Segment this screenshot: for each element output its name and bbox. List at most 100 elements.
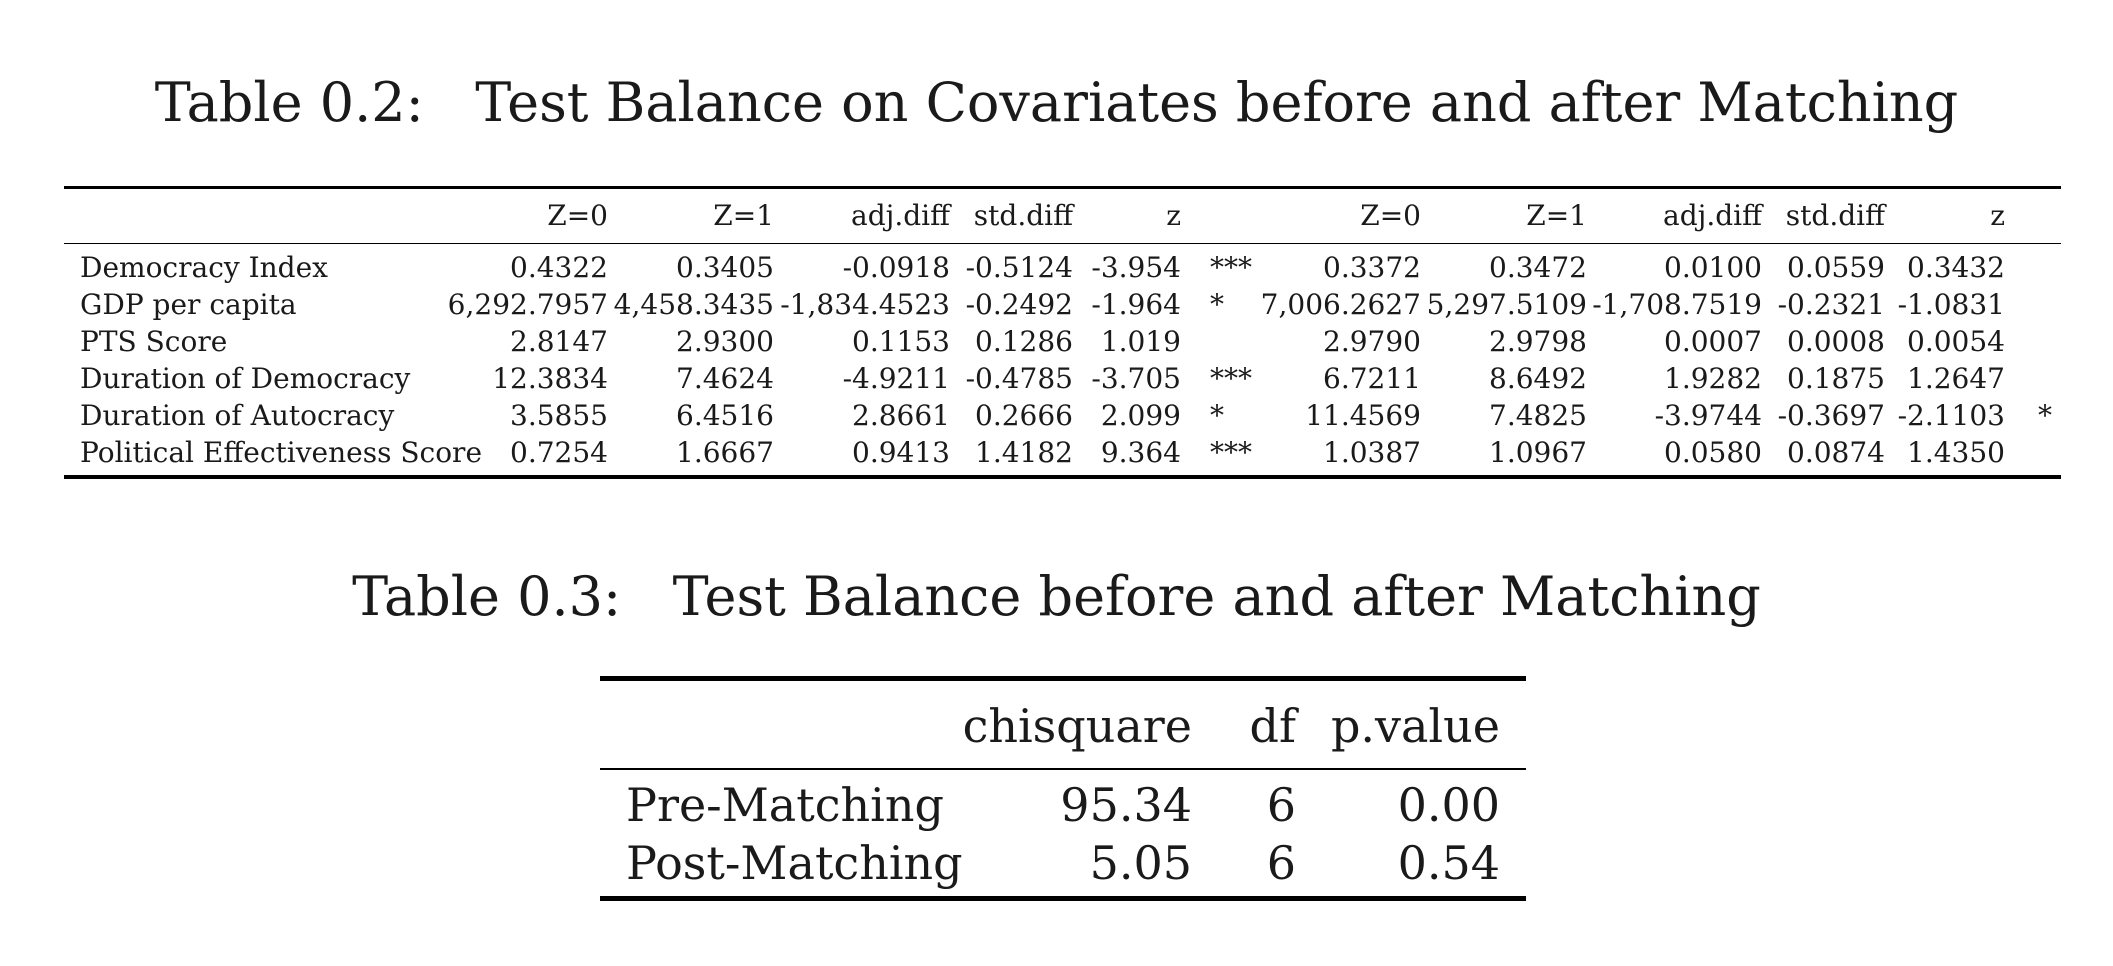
table-caption: Table 0.3: Test Balance before and after… (352, 565, 1761, 628)
table-cell: -0.5124 (965, 251, 1073, 284)
table-cell: 0.0100 (1664, 251, 1762, 284)
table-row: Democracy Index 0.4322 0.3405 -0.0918 -0.512… (64, 249, 2061, 286)
column-header: Z=0 (1360, 199, 1421, 232)
table-row: Political Effectiveness Score 0.7254 1.666… (64, 434, 2061, 471)
table-cell: 1.6667 (676, 436, 774, 469)
table-cell: 0.0007 (1664, 325, 1762, 358)
significance-stars: *** (1210, 362, 1252, 395)
column-header: df (1249, 699, 1296, 753)
table-cell: 6.7211 (1323, 362, 1421, 395)
table-row: Duration of Democracy 12.3834 7.4624 -4.921… (64, 360, 2061, 397)
table-cell: 0.0008 (1787, 325, 1885, 358)
table-cell: -0.0918 (842, 251, 950, 284)
significance-stars: *** (1210, 251, 1252, 284)
table-cell: 0.9413 (852, 436, 950, 469)
table-cell: -2.1103 (1897, 399, 2005, 432)
row-label: Post-Matching (626, 836, 963, 890)
table-header-row: Z=0 Z=1 adj.diff std.diff z Z=0 Z=1 adj.diff std… (64, 189, 2061, 244)
table-cell: 2.099 (1100, 399, 1181, 432)
table-cell: -3.954 (1091, 251, 1181, 284)
table-cell: -0.4785 (965, 362, 1073, 395)
table-cell: 0.3432 (1907, 251, 2005, 284)
table-cell: 0.3372 (1323, 251, 1421, 284)
table-row: PTS Score 2.8147 2.9300 0.1153 0.1286 1.019 2.… (64, 323, 2061, 360)
column-header: std.diff (1785, 199, 1885, 232)
table-cell: -3.705 (1091, 362, 1181, 395)
table-cell: 95.34 (1060, 778, 1192, 832)
table-cell: -0.2321 (1777, 288, 1885, 321)
row-label: GDP per capita (80, 288, 297, 321)
table-cell: 1.0967 (1489, 436, 1587, 469)
table-row: GDP per capita 6,292.7957 4,458.3435 -1,834… (64, 286, 2061, 323)
table-cell: 12.3834 (492, 362, 608, 395)
row-label: Duration of Autocracy (80, 399, 395, 432)
table-cell: 0.00 (1397, 778, 1500, 832)
table-cell: 1.9282 (1664, 362, 1762, 395)
column-header: p.value (1330, 699, 1500, 753)
table-cell: 7.4825 (1489, 399, 1587, 432)
table-cell: 11.4569 (1305, 399, 1421, 432)
table-cell: 6,292.7957 (447, 288, 608, 321)
significance-stars: * (1210, 288, 1224, 321)
column-header: chisquare (962, 699, 1192, 753)
table-cell: 0.3405 (676, 251, 774, 284)
table-body: Democracy Index 0.4322 0.3405 -0.0918 -0.512… (64, 244, 2061, 475)
row-label: PTS Score (80, 325, 228, 358)
overall-balance-table: chisquare df p.value Pre-Matching 95.34 6 0.0… (600, 676, 1526, 901)
table-cell: 0.0559 (1787, 251, 1885, 284)
significance-stars: * (2038, 399, 2052, 432)
table-cell: 2.9790 (1323, 325, 1421, 358)
table-cell: 7.4624 (676, 362, 774, 395)
table-cell: 5.05 (1089, 836, 1192, 890)
table-cell: 3.5855 (510, 399, 608, 432)
table-body: Pre-Matching 95.34 6 0.00 Post-Matching 5.05 6… (600, 770, 1526, 896)
table-cell: -0.2492 (965, 288, 1073, 321)
table-caption: Table 0.2: Test Balance on Covariates be… (154, 71, 1959, 134)
table-cell: 0.4322 (510, 251, 608, 284)
table-cell: 1.4182 (975, 436, 1073, 469)
column-header: Z=1 (713, 199, 774, 232)
table-cell: 6 (1266, 836, 1296, 890)
column-header: z (1166, 199, 1181, 232)
table-cell: -1.964 (1091, 288, 1181, 321)
table-cell: 0.1875 (1787, 362, 1885, 395)
table-cell: 2.8147 (510, 325, 608, 358)
table-cell: 2.9798 (1489, 325, 1587, 358)
table-cell: -0.3697 (1777, 399, 1885, 432)
table-cell: 1.2647 (1907, 362, 2005, 395)
table-cell: 0.3472 (1489, 251, 1587, 284)
table-cell: -3.9744 (1654, 399, 1762, 432)
row-label: Political Effectiveness Score (80, 436, 483, 469)
table-cell: 0.54 (1397, 836, 1500, 890)
table-cell: 6.4516 (676, 399, 774, 432)
table-cell: 6 (1266, 778, 1296, 832)
column-header: adj.diff (1663, 199, 1762, 232)
table-cell: 0.7254 (510, 436, 608, 469)
table-row: Pre-Matching 95.34 6 0.00 (600, 776, 1526, 834)
significance-stars: * (1210, 399, 1224, 432)
table-cell: 0.0054 (1907, 325, 2005, 358)
column-header: adj.diff (851, 199, 950, 232)
column-header: Z=1 (1526, 199, 1587, 232)
table-cell: 7,006.2627 (1260, 288, 1421, 321)
table-cell: 9.364 (1100, 436, 1181, 469)
table-cell: 1.019 (1100, 325, 1181, 358)
table-cell: 5,297.5109 (1426, 288, 1587, 321)
column-header: z (1990, 199, 2005, 232)
table-cell: 1.0387 (1323, 436, 1421, 469)
table-cell: 0.2666 (975, 399, 1073, 432)
table-cell: 8.6492 (1489, 362, 1587, 395)
table-cell: 0.1286 (975, 325, 1073, 358)
row-label: Democracy Index (80, 251, 328, 284)
table-row: Duration of Autocracy 3.5855 6.4516 2.8661 0… (64, 397, 2061, 434)
column-header: std.diff (973, 199, 1073, 232)
table-cell: 4,458.3435 (613, 288, 774, 321)
row-label: Duration of Democracy (80, 362, 411, 395)
table-cell: -1,708.7519 (1592, 288, 1762, 321)
table-cell: 2.8661 (852, 399, 950, 432)
table-row: Post-Matching 5.05 6 0.54 (600, 834, 1526, 892)
table-cell: 1.4350 (1907, 436, 2005, 469)
table-header-row: chisquare df p.value (600, 681, 1526, 770)
covariate-balance-table: Z=0 Z=1 adj.diff std.diff z Z=0 Z=1 adj.diff std… (64, 186, 2061, 479)
table-cell: 0.1153 (852, 325, 950, 358)
